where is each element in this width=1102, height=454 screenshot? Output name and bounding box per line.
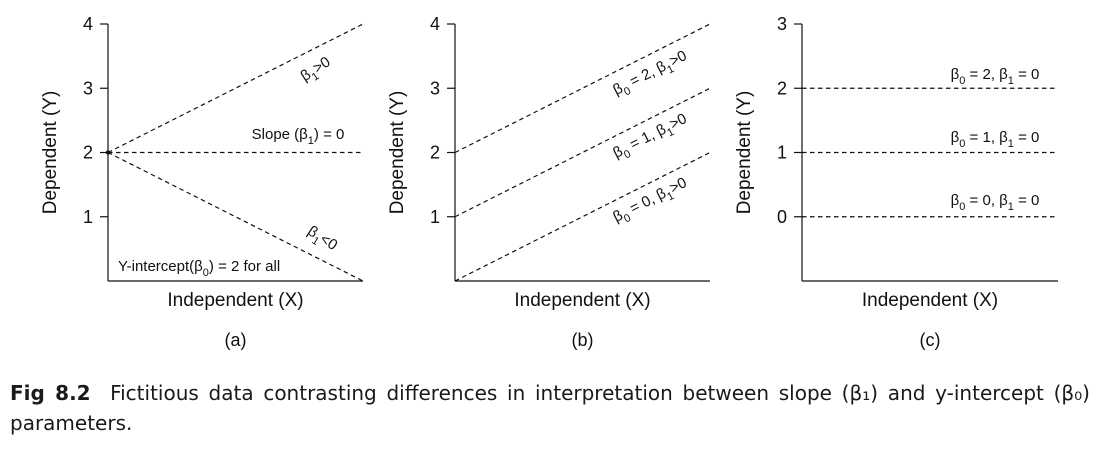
- y-tick-label: 1: [430, 207, 440, 227]
- caption-label: Fig 8.2: [10, 381, 91, 405]
- panel-note: Y-intercept(β0) = 2 for all: [118, 258, 280, 279]
- y-tick-label: 4: [83, 14, 93, 34]
- series-annotation: β0 = 0, β1 = 0: [951, 192, 1040, 213]
- y-axis-label: Dependent (Y): [734, 91, 755, 215]
- y-axis-label: Dependent (Y): [387, 91, 408, 215]
- y-tick-label: 1: [83, 207, 93, 227]
- y-tick-label: 3: [430, 78, 440, 98]
- series-line: [454, 151, 711, 282]
- y-tick-label: 2: [430, 143, 440, 163]
- chart-panel-a: 1 2 3 4 Independent (X) Dependent (Y) (a) β1>0 S…: [40, 14, 364, 350]
- figure-caption: Fig 8.2 Fictitious data contrasting diff…: [10, 378, 1090, 438]
- y-axis-label: Dependent (Y): [40, 91, 61, 215]
- figure: 1 2 3 4 Independent (X) Dependent (Y) (a) β1>0 S…: [40, 14, 1058, 350]
- y-tick-label: 0: [777, 207, 787, 227]
- intercept-point: [105, 150, 111, 155]
- chart-panel-b: 1 2 3 4 Independent (X) Dependent (Y) (b) β0 = …: [387, 14, 711, 350]
- series-annotation: β1<0: [302, 222, 340, 257]
- panel-label: (c): [920, 330, 941, 350]
- y-tick-label: 2: [777, 78, 787, 98]
- chart-panel-c: 0 1 2 3 Independent (X) Dependent (Y) (c) β0 = …: [734, 14, 1058, 350]
- series-annotation: Slope (β1) = 0: [252, 126, 345, 147]
- series-annotation: β0 = 1, β1 = 0: [951, 129, 1040, 150]
- panel-label: (b): [572, 330, 594, 350]
- y-tick-label: 3: [83, 78, 93, 98]
- series-annotation: β0 = 2, β1 = 0: [951, 66, 1040, 87]
- y-tick-label: 3: [777, 14, 787, 34]
- x-axis-label: Independent (X): [514, 290, 650, 311]
- x-axis-label: Independent (X): [167, 290, 303, 311]
- caption-text: Fictitious data contrasting differences …: [10, 381, 1090, 435]
- y-tick-label: 2: [83, 143, 93, 163]
- x-axis-label: Independent (X): [862, 290, 998, 311]
- series-annotation: β1>0: [298, 53, 336, 88]
- panel-label: (a): [225, 330, 247, 350]
- y-tick-label: 4: [430, 14, 440, 34]
- y-tick-label: 1: [777, 143, 787, 163]
- series-annotation: β0 = 2, β1>0: [610, 47, 691, 102]
